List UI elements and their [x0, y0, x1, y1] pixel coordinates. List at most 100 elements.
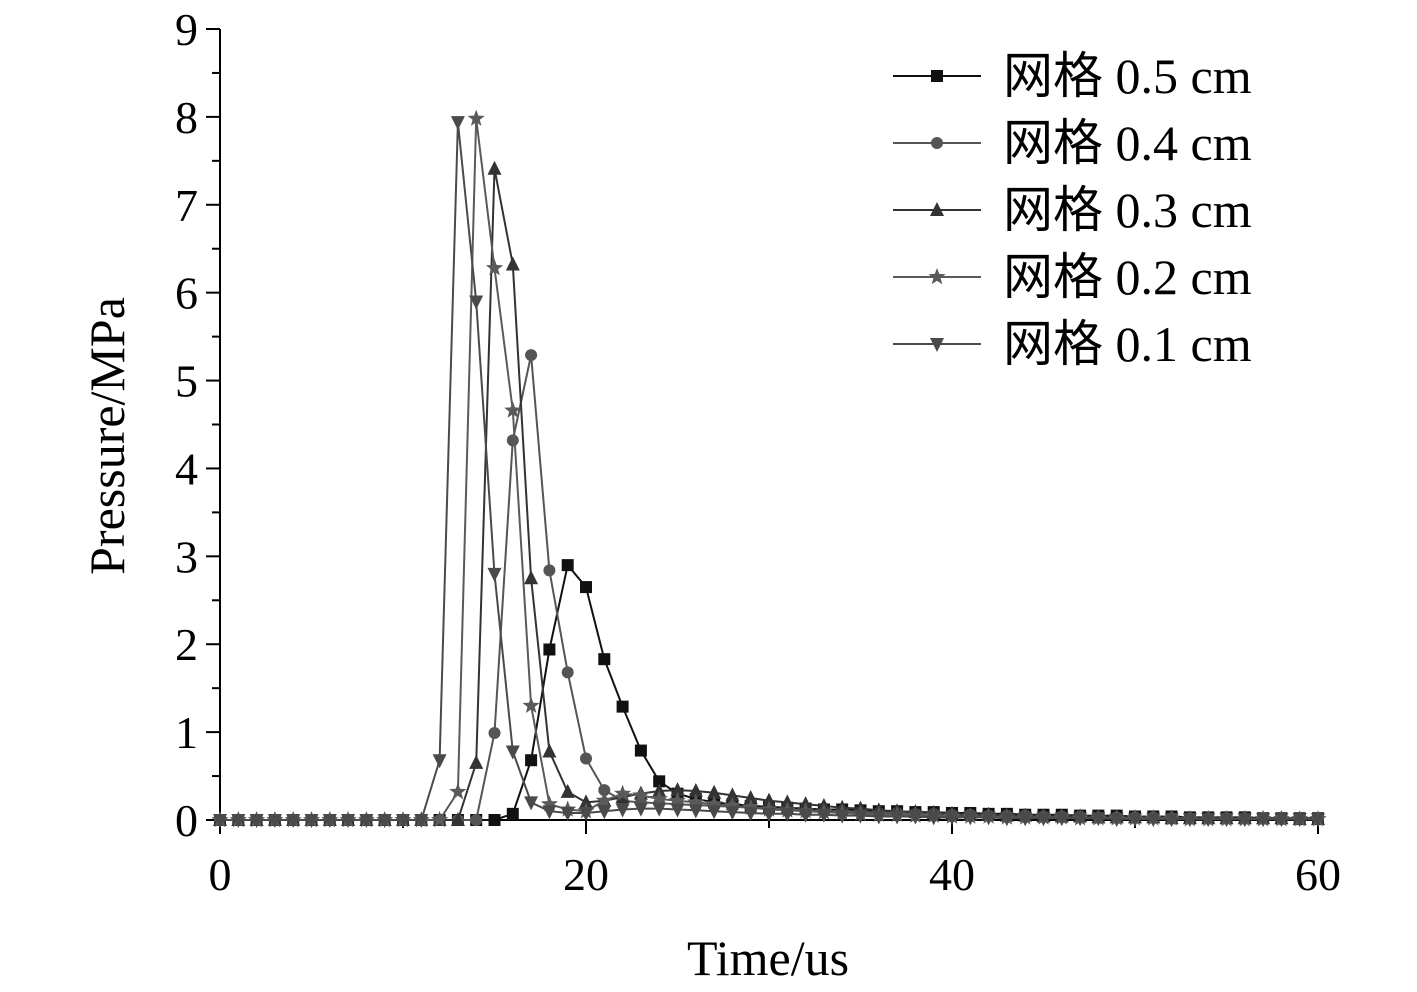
data-point [450, 116, 465, 131]
data-point [999, 812, 1014, 827]
legend-marker [931, 137, 943, 149]
data-point [432, 754, 447, 769]
data-point [816, 808, 831, 823]
data-point [488, 814, 501, 826]
data-point [525, 754, 538, 767]
series-5 [213, 116, 1325, 828]
y-tick-label: 4 [175, 443, 198, 494]
legend-item: 网格 0.1 cm [893, 316, 1252, 372]
data-point [742, 798, 760, 815]
data-point [598, 784, 611, 797]
data-point [213, 814, 227, 828]
legend-label: 网格 0.3 cm [1003, 182, 1252, 238]
data-point [853, 809, 868, 824]
data-point [688, 782, 703, 797]
data-point [543, 643, 556, 656]
data-point [1274, 813, 1289, 828]
legend-label: 网格 0.5 cm [1003, 48, 1252, 104]
data-point [1164, 813, 1179, 828]
data-point [1311, 813, 1325, 828]
data-point [634, 744, 647, 757]
data-point [540, 795, 558, 812]
legend-item: 网格 0.2 cm [893, 249, 1252, 305]
legend-label: 网格 0.2 cm [1003, 249, 1252, 305]
series-line [220, 354, 1318, 821]
data-point [616, 700, 629, 713]
legend-item: 网格 0.5 cm [893, 48, 1252, 104]
y-tick-label: 0 [175, 795, 198, 846]
data-point [633, 802, 648, 817]
data-point [543, 564, 556, 577]
data-point [670, 803, 685, 818]
y-tick-label: 6 [175, 268, 198, 319]
data-point [945, 811, 959, 826]
data-point [762, 792, 776, 807]
data-point [1128, 813, 1142, 828]
x-tick-label: 0 [209, 849, 232, 900]
x-tick-label: 20 [563, 849, 609, 900]
y-tick-label: 3 [175, 531, 198, 582]
data-point [560, 806, 575, 821]
data-point [835, 809, 850, 824]
y-tick-label: 2 [175, 619, 198, 670]
data-point [632, 786, 650, 803]
data-point [687, 793, 705, 810]
data-point [396, 814, 410, 828]
data-point [341, 814, 356, 828]
data-point [542, 743, 557, 758]
legend-label: 网格 0.4 cm [1003, 115, 1252, 171]
data-point [1256, 813, 1271, 828]
data-point [908, 810, 923, 825]
data-point [560, 783, 575, 798]
data-point [522, 696, 540, 713]
data-point [449, 782, 467, 800]
data-point [286, 814, 301, 828]
y-tick-label: 5 [175, 356, 198, 407]
series-2 [214, 349, 1324, 826]
data-point [467, 109, 485, 126]
data-point [615, 803, 630, 818]
data-point [762, 807, 776, 822]
legend: 网格 0.5 cm 网格 0.4 cm 网格 0.3 cm 网格 0.2 cm 网格 0… [893, 48, 1252, 372]
legend-label: 网格 0.1 cm [1003, 316, 1252, 372]
data-point [926, 811, 941, 826]
data-point [1054, 812, 1069, 827]
data-point [688, 804, 703, 819]
data-point [743, 790, 758, 805]
data-point [506, 807, 519, 820]
data-point [725, 787, 740, 802]
x-tick-label: 60 [1295, 849, 1341, 900]
data-point [561, 559, 574, 572]
y-tick-label: 7 [175, 180, 198, 231]
data-point [322, 814, 337, 828]
data-point [377, 814, 392, 828]
data-point [469, 295, 484, 310]
data-point [485, 259, 504, 276]
data-point [431, 811, 449, 828]
data-point [705, 795, 723, 812]
data-point [359, 814, 374, 828]
data-point [450, 812, 465, 826]
data-point [871, 810, 886, 825]
data-point [1237, 813, 1252, 828]
data-point [580, 752, 592, 765]
legend-marker [928, 268, 946, 285]
data-point [963, 811, 978, 826]
x-tick-label: 40 [929, 849, 975, 900]
data-point [505, 256, 520, 271]
data-point [652, 802, 667, 817]
data-point [504, 401, 522, 418]
data-point [670, 782, 685, 797]
data-point [487, 160, 502, 175]
data-point [487, 567, 502, 582]
data-point [1109, 813, 1124, 828]
data-point [725, 806, 740, 821]
data-point [231, 814, 246, 828]
data-point [488, 726, 501, 739]
y-tick-label: 9 [175, 4, 198, 55]
data-point [1182, 813, 1197, 828]
data-point [414, 814, 429, 828]
series-layer [211, 109, 1327, 828]
series-1 [214, 559, 1324, 826]
